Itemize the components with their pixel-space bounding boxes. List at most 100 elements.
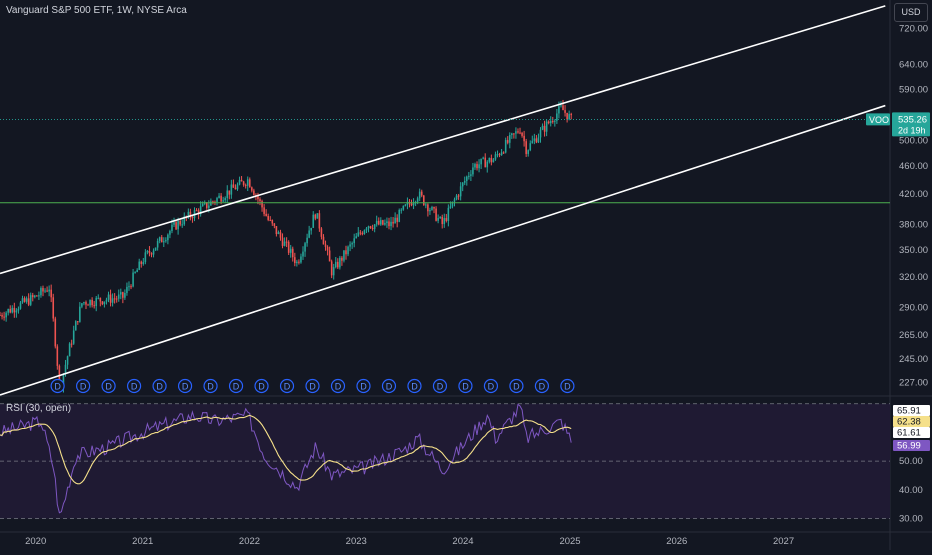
currency-button[interactable]: USD (894, 3, 928, 22)
last-price-value: 535.26 (898, 114, 927, 125)
candle-body-65 (132, 272, 134, 287)
candle-body-233 (476, 164, 478, 169)
dividend-marker[interactable] (356, 378, 371, 394)
candle-body-217 (443, 218, 446, 225)
candle-body-183 (373, 224, 376, 229)
price-tick: 640.00 (899, 60, 928, 71)
dividend-marker[interactable] (381, 378, 397, 394)
rsi-line (0, 403, 572, 514)
candle-body-229 (468, 175, 470, 177)
dividend-marker[interactable] (76, 378, 91, 394)
price-tick: 245.00 (899, 354, 928, 365)
price-tick: 500.00 (899, 135, 928, 146)
candle-body-38 (76, 321, 79, 323)
candle-body-126 (257, 195, 259, 200)
candle-body-278 (568, 114, 570, 120)
candle-body-14 (27, 298, 30, 305)
dividend-marker[interactable] (458, 378, 473, 394)
dividend-marker[interactable] (50, 378, 65, 394)
candle-body-107 (218, 195, 220, 199)
dividend-marker[interactable] (152, 378, 167, 394)
dividend-marker[interactable] (560, 378, 575, 394)
candle-body-209 (427, 204, 429, 212)
dividend-marker[interactable] (177, 378, 193, 394)
candle-body-111 (226, 190, 229, 199)
dividend-marker[interactable] (101, 378, 116, 394)
candle-body-131 (267, 215, 269, 220)
channel-line-upper[interactable] (0, 5, 886, 275)
candle-body-35 (70, 343, 73, 345)
time-tick: 2025 (559, 536, 580, 547)
candle-body-169 (345, 250, 347, 255)
dividend-marker[interactable] (509, 378, 524, 394)
candle-body-137 (279, 232, 282, 238)
candle-body-271 (554, 120, 556, 122)
candle-body-237 (484, 157, 487, 168)
candle-body-215 (439, 216, 441, 218)
candle-body-94 (191, 217, 194, 219)
dividend-marker[interactable] (305, 378, 320, 394)
dividend-marker[interactable] (126, 378, 142, 394)
dividend-marker[interactable] (534, 378, 550, 394)
candle-body-144 (294, 257, 296, 264)
candle-body-260 (531, 140, 534, 144)
candle-body-52 (105, 299, 108, 302)
dividend-marker[interactable] (279, 378, 295, 394)
price-tick: 320.00 (899, 272, 928, 283)
candle-body-214 (437, 217, 439, 221)
candle-body-46 (93, 305, 95, 307)
candle-body-180 (367, 226, 370, 229)
symbol-tag (866, 113, 890, 126)
rsi-title: RSI (30, open) (6, 403, 72, 414)
candle-body-28 (56, 346, 59, 366)
candle-body-10 (19, 302, 22, 309)
dividend-marker[interactable] (254, 378, 269, 394)
candle-body-128 (261, 201, 263, 208)
candle-body-11 (21, 298, 24, 303)
dividend-marker[interactable] (407, 378, 422, 394)
candle-body-67 (136, 269, 138, 273)
dividend-marker-label: D (233, 382, 240, 392)
candle-body-177 (361, 233, 364, 235)
rsi-value-tag-top (893, 405, 930, 416)
candle-body-115 (234, 187, 237, 190)
channel-line-lower[interactable] (0, 104, 886, 396)
candle-body-69 (140, 261, 143, 264)
candle-body-88 (179, 220, 181, 225)
dividend-marker[interactable] (203, 378, 218, 394)
candle-body-151 (308, 230, 310, 238)
candle-body-17 (34, 295, 36, 298)
candle-body-82 (167, 234, 169, 241)
candle-body-92 (187, 211, 190, 218)
candle-body-269 (549, 121, 552, 124)
candle-body-68 (138, 261, 141, 270)
candle-body-75 (152, 250, 155, 255)
candle-body-93 (189, 211, 192, 218)
dividend-marker-label: D (335, 382, 342, 392)
candle-body-204 (416, 198, 419, 202)
candle-body-140 (285, 241, 288, 243)
candle-body-42 (85, 302, 87, 305)
dividend-marker-label: D (182, 382, 189, 392)
candle-body-110 (224, 198, 227, 201)
candle-body-23 (46, 290, 48, 292)
dividend-marker[interactable] (483, 378, 499, 394)
dividend-marker[interactable] (330, 378, 346, 394)
candle-body-190 (388, 221, 390, 227)
candle-body-141 (287, 241, 290, 253)
dividend-marker-label: D (386, 382, 393, 392)
candle-body-150 (306, 237, 308, 244)
candle-body-160 (326, 246, 329, 251)
candle-body-159 (324, 244, 327, 247)
candle-body-189 (386, 221, 388, 224)
candle-body-194 (396, 217, 398, 222)
candle-body-103 (210, 201, 212, 206)
candle-body-247 (504, 140, 507, 153)
candle-body-239 (488, 157, 491, 162)
price-tick: 350.00 (899, 245, 928, 256)
dividend-marker[interactable] (228, 378, 244, 394)
dividend-marker[interactable] (432, 378, 448, 394)
rsi-ma-line (0, 414, 572, 485)
